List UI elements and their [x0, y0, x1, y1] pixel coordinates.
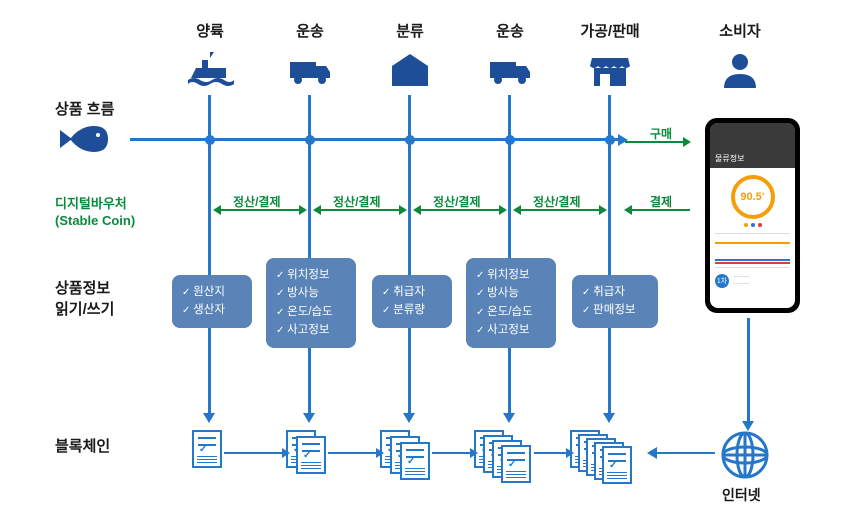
- stage-label-4: 운송: [470, 20, 550, 41]
- settle-label-3: 정산/결제: [433, 193, 481, 210]
- truck-icon-2: [470, 50, 550, 95]
- stage-label-1: 양륙: [170, 20, 250, 41]
- info-item: 취급자: [382, 283, 442, 301]
- flow-line: [130, 138, 620, 141]
- bc-arrow-3: [470, 448, 478, 458]
- settle-label-1: 정산/결제: [233, 193, 281, 210]
- info-item: 취급자: [582, 283, 648, 301]
- vline-3: [408, 95, 411, 415]
- gauge-area: 90.5°: [710, 168, 795, 233]
- settle-arrow-r-4: [599, 205, 607, 215]
- settle-arrow-r-3: [499, 205, 507, 215]
- info-item: 방사능: [276, 284, 346, 302]
- settle-arrow-r-1: [299, 205, 307, 215]
- bc-link-2: [328, 452, 378, 454]
- vline-5: [608, 95, 611, 415]
- stage-label-2: 운송: [270, 20, 350, 41]
- info-item: 위치정보: [276, 266, 346, 284]
- info-item: 생산자: [182, 301, 242, 319]
- freshness-gauge: 90.5°: [731, 175, 775, 219]
- phone-header: 물류정보: [710, 123, 795, 168]
- globe-icon: [720, 430, 770, 485]
- internet-to-bc-arrow: [647, 447, 657, 459]
- down-arrow-4: [503, 413, 515, 423]
- bc-arrow-4: [566, 448, 574, 458]
- info-box-1: 원산지 생산자: [172, 275, 252, 328]
- ledger-stack-3: [380, 430, 436, 480]
- row-label-flow: 상품 흐름: [55, 98, 114, 119]
- info-item: 방사능: [476, 284, 546, 302]
- settle-arrow-l-3: [413, 205, 421, 215]
- info-item: 위치정보: [476, 266, 546, 284]
- row-label-info: 상품정보 읽기/쓰기: [55, 278, 114, 320]
- settle-arrow-l-2: [313, 205, 321, 215]
- info-item: 온도/습도: [476, 303, 546, 321]
- consumer-label: 소비자: [700, 20, 780, 41]
- info-box-4: 위치정보 방사능 온도/습도 사고정보: [466, 258, 556, 348]
- settle-line-3: [419, 209, 501, 211]
- vline-2: [308, 95, 311, 415]
- phone-screen: 물류정보 90.5° 1차 ················: [710, 123, 795, 308]
- phone-badge: 1차: [715, 274, 729, 288]
- info-item: 사고정보: [476, 321, 546, 339]
- payment-line: [630, 209, 690, 211]
- settle-arrow-l-4: [513, 205, 521, 215]
- ledger-stack-5: [570, 430, 642, 490]
- phone-badge-row: 1차 ················: [710, 268, 795, 294]
- bc-link-1: [224, 452, 284, 454]
- row-label-blockchain: 블록체인: [55, 435, 110, 456]
- bc-arrow-2: [376, 448, 384, 458]
- person-icon: [700, 50, 780, 95]
- stage-label-5: 가공/판매: [570, 20, 650, 41]
- internet-to-bc-line: [655, 452, 715, 454]
- info-item: 원산지: [182, 283, 242, 301]
- ledger-stack-4: [474, 430, 538, 486]
- down-arrow-1: [203, 413, 215, 423]
- settle-label-4: 정산/결제: [533, 193, 581, 210]
- fish-icon: [58, 122, 110, 161]
- phone-to-internet-line: [747, 318, 750, 423]
- truck-icon-1: [270, 50, 350, 95]
- info-box-2: 위치정보 방사능 온도/습도 사고정보: [266, 258, 356, 348]
- purchase-label: 구매: [650, 125, 672, 142]
- purchase-arrow: [683, 137, 691, 147]
- down-arrow-3: [403, 413, 415, 423]
- info-item: 온도/습도: [276, 303, 346, 321]
- gauge-legend-dots: [744, 223, 762, 227]
- bc-link-4: [534, 452, 568, 454]
- ledger-stack-1: [192, 430, 232, 480]
- purchase-line: [625, 141, 685, 143]
- info-box-3: 취급자 분류량: [372, 275, 452, 328]
- ship-icon: [170, 50, 250, 95]
- down-arrow-5: [603, 413, 615, 423]
- payment-label: 결제: [650, 193, 672, 210]
- info-box-5: 취급자 판매정보: [572, 275, 658, 328]
- row-label-voucher: 디지털바우처 (Stable Coin): [55, 196, 135, 230]
- phone-chart: [715, 233, 790, 268]
- info-item: 사고정보: [276, 321, 346, 339]
- down-arrow-2: [303, 413, 315, 423]
- bc-arrow-1: [282, 448, 290, 458]
- settle-line-2: [319, 209, 401, 211]
- internet-label: 인터넷: [722, 485, 761, 505]
- store-icon: [570, 50, 650, 95]
- info-item: 분류량: [382, 301, 442, 319]
- vline-1: [208, 95, 211, 415]
- vline-4: [508, 95, 511, 415]
- settle-arrow-l-1: [213, 205, 221, 215]
- payment-arrow: [624, 205, 632, 215]
- settle-arrow-r-2: [399, 205, 407, 215]
- settle-line-1: [219, 209, 301, 211]
- phone-mockup: 물류정보 90.5° 1차 ················: [705, 118, 800, 313]
- settle-label-2: 정산/결제: [333, 193, 381, 210]
- ledger-stack-2: [286, 430, 334, 480]
- bc-link-3: [432, 452, 472, 454]
- settle-line-4: [519, 209, 601, 211]
- warehouse-icon: [370, 50, 450, 95]
- flow-arrow-end: [618, 134, 628, 146]
- stage-label-3: 분류: [370, 20, 450, 41]
- info-item: 판매정보: [582, 301, 648, 319]
